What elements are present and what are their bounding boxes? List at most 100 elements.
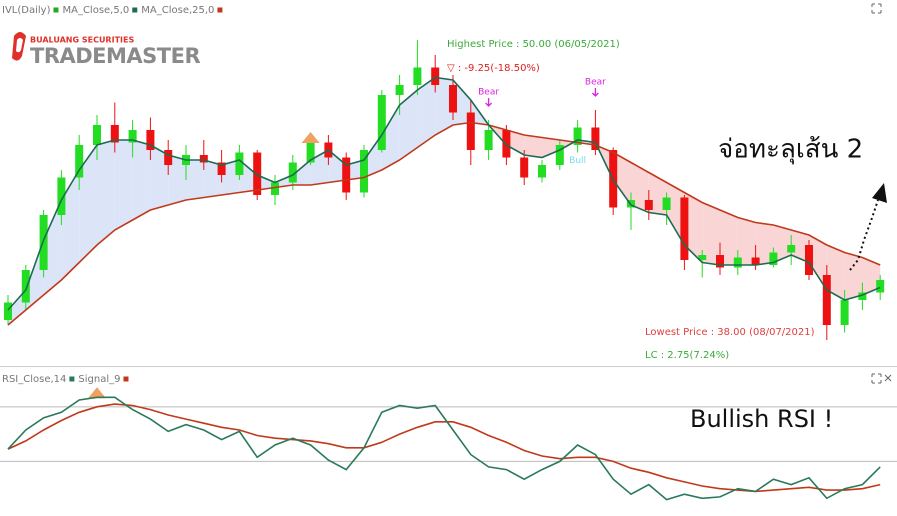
ma-fill [114,140,133,230]
ma-fast-line [7,76,881,311]
ma-fill [292,160,311,185]
note-text: จ่อทะลุเส้น 2 [718,135,863,165]
rsi-panel: RSI_Close,14 Signal_9 [0,374,897,501]
candle-body [573,127,582,145]
candle-body [840,300,849,325]
candle-body [769,252,778,265]
ma-fill [826,245,845,300]
candle-body [822,275,831,325]
ma-fill [417,77,436,148]
change-label: ▽ : -9.25(-18.50%) [447,63,540,74]
candle-body [858,292,867,300]
signal-arrow [485,98,493,107]
ma-fill [399,90,418,160]
close-icon[interactable] [884,374,892,382]
logo: BUALUANG SECURITIES TRADEMASTER [12,32,201,68]
candle-body [555,145,564,165]
candle-body [93,125,101,145]
arrow-head [872,183,887,203]
candle-body [342,157,351,193]
ma-fill [648,172,667,215]
candle-body [431,67,440,85]
ma-fill [684,192,703,263]
candle-body [449,85,457,113]
candle-body [680,197,689,260]
candle-body [466,112,475,150]
candle-body [306,142,315,163]
ma-fill [8,290,26,325]
ma-fill [328,150,347,183]
candle-body [484,130,493,150]
legend-swatch [217,7,223,13]
rsi-note-text: Bullish RSI ! [690,405,833,433]
ma-fill [809,235,827,290]
legend-label: MA_Close,25,0 [141,5,214,16]
candle-body [377,95,386,150]
candle-body [4,302,12,320]
ma-fill [346,160,364,180]
candle-body [217,162,226,175]
ma-fill [79,145,97,263]
candle-body [288,162,297,183]
ma-fill [631,162,649,213]
lc-label: LC : 2.75(7.24%) [645,350,729,361]
ma-fill [310,150,329,185]
candle-body [39,215,48,270]
candle-body [698,255,707,260]
logo-icon [16,38,23,53]
candle-body [502,130,511,158]
legend-label: Signal_9 [78,374,120,385]
rsi-line [7,396,881,501]
candle-body [805,245,813,275]
ma-fill [737,217,756,265]
ma-fill [132,140,151,220]
ma-fill [168,155,186,205]
signal-label: Bear [478,88,499,98]
ma-fill [862,257,881,295]
ma-fill [524,135,542,158]
legend-label: MA_Close,5,0 [62,5,129,16]
ma-fill [203,160,222,198]
ma-fill [221,160,240,195]
logo-name: TRADEMASTER [30,44,200,68]
candle-body [128,130,137,143]
legend-swatch [123,376,129,382]
ma-fill [239,160,258,193]
candle-body [538,165,546,178]
candle-body [21,270,30,303]
ma-fill [435,77,453,135]
ma-fill [506,130,525,155]
legend-label: RSI_Close,14 [2,374,66,385]
candle-body [75,145,84,178]
ma-fill [720,210,738,265]
highest-label: Highest Price : 50.00 (06/05/2021) [447,39,620,50]
maximize-icon[interactable] [871,3,882,14]
ma-fill [453,80,471,125]
candle-body [716,255,724,268]
ma-fill [381,105,400,170]
ma-fill [844,252,863,300]
ma-fill [364,135,382,178]
candle-body [787,245,796,253]
ma-fill [257,175,275,190]
ma-fill [791,230,809,263]
legend-label: IVL(Daily) [2,5,51,16]
lowest-label: Lowest Price : 38.00 (08/07/2021) [645,327,815,338]
ma-fill [702,202,720,265]
maximize-icon[interactable] [871,373,882,384]
ma-slow-line [7,121,881,326]
candle-body [520,157,529,178]
candle-body [733,257,742,268]
logo-top: BUALUANG SECURITIES [30,36,134,45]
candle-body [235,152,244,175]
candle-body [199,155,208,163]
candle-body [644,200,653,210]
price-panel: Bear Bear Bull IVL(Daily) MA_Close,5,0 MA_Clo… [2,5,885,340]
ma-fill [755,222,774,265]
ma-fill [97,140,115,245]
candle-body [110,125,119,143]
candle-body [662,197,671,210]
candle-body [751,257,760,265]
legend-swatch [53,7,59,13]
